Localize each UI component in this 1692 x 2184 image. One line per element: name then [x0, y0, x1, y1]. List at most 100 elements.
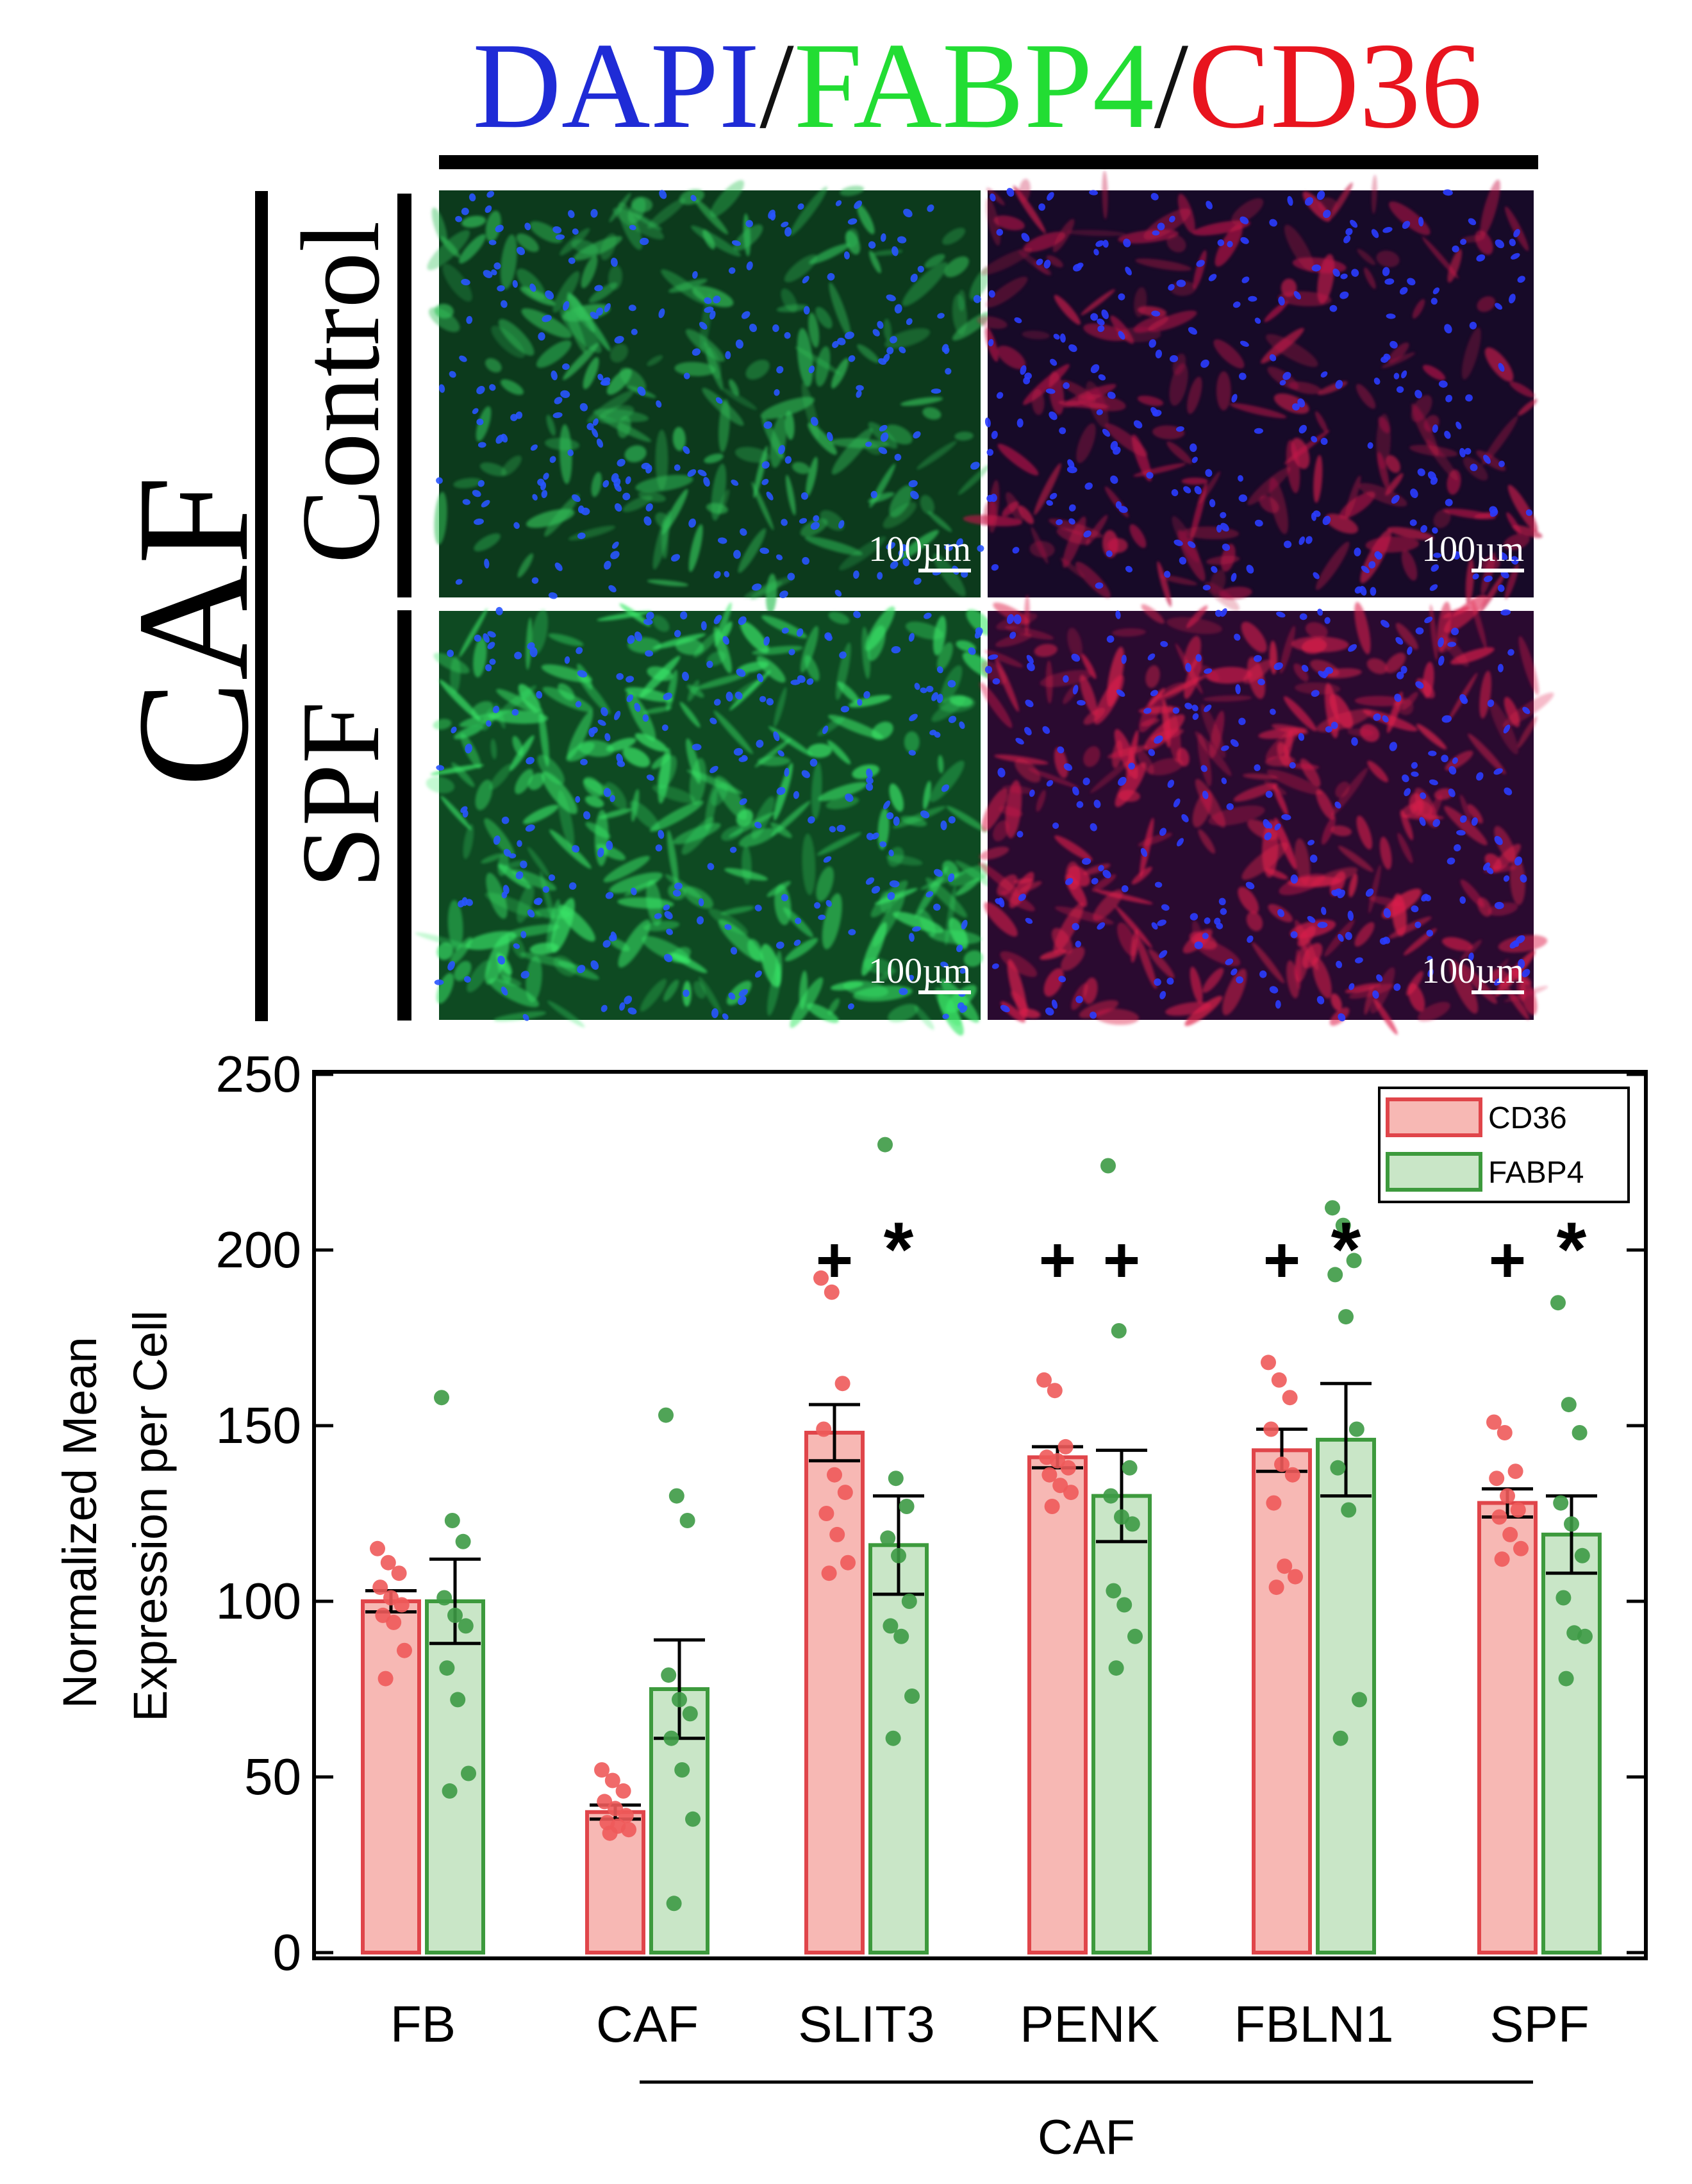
cell-body — [1213, 339, 1245, 369]
cell-body — [709, 180, 745, 217]
data-point — [672, 1692, 687, 1708]
nucleus — [1520, 874, 1527, 883]
nucleus — [957, 1002, 965, 1010]
nucleus — [436, 765, 445, 771]
nucleus — [810, 522, 820, 530]
cell-body — [1412, 800, 1433, 817]
nucleus — [948, 816, 956, 824]
cell-body — [517, 553, 534, 578]
nucleus — [606, 840, 613, 851]
cell-body — [643, 921, 680, 931]
nucleus — [991, 963, 999, 969]
data-point — [888, 1471, 904, 1487]
nucleus — [1202, 585, 1211, 591]
nucleus — [942, 1013, 949, 1019]
nucleus — [856, 390, 862, 398]
x-tick-label: FBLN1 — [1234, 1996, 1394, 2053]
cell-body — [786, 474, 796, 515]
nucleus — [466, 315, 473, 324]
nucleus — [645, 650, 654, 657]
cell-body — [1209, 569, 1226, 595]
cell-body — [1385, 472, 1404, 496]
cell-body — [1166, 234, 1186, 253]
title-underline — [439, 155, 1538, 169]
cell-body — [839, 536, 886, 571]
nucleus — [772, 324, 779, 332]
cell-body — [992, 820, 1009, 842]
nucleus — [1202, 933, 1209, 940]
nucleus — [997, 767, 1006, 778]
cell-body — [571, 239, 599, 255]
nucleus — [613, 710, 621, 721]
nucleus — [1066, 466, 1077, 474]
cell-body — [889, 783, 904, 812]
nucleus — [1445, 499, 1453, 506]
nucleus — [1161, 904, 1170, 911]
cell-body — [667, 829, 679, 886]
cell-body — [476, 406, 492, 442]
nucleus — [1399, 287, 1408, 295]
row-bar-control — [397, 194, 411, 597]
nucleus — [756, 739, 764, 748]
nucleus — [870, 490, 877, 499]
data-point — [1122, 1460, 1138, 1476]
cell-body — [1331, 825, 1352, 837]
cell-body — [1184, 996, 1223, 1026]
cell-body — [1517, 716, 1538, 749]
cell-body — [617, 897, 674, 909]
nucleus — [802, 276, 809, 284]
bar-fabp4-spf — [1541, 1532, 1602, 1955]
cell-body — [922, 407, 941, 420]
nucleus — [1331, 721, 1338, 729]
nucleus — [1343, 235, 1351, 244]
nucleus — [522, 1013, 529, 1021]
nucleus — [1309, 854, 1318, 863]
nuclei — [984, 608, 1530, 1022]
nucleus — [829, 826, 836, 833]
data-point — [1277, 1558, 1293, 1574]
cell-body — [1331, 993, 1342, 1011]
nucleus — [1311, 512, 1316, 521]
cell-body — [1233, 783, 1278, 802]
nucleus — [497, 285, 505, 292]
cell-body — [1177, 529, 1206, 581]
nucleus — [1448, 766, 1457, 775]
nucleus — [1307, 915, 1316, 923]
nucleus — [447, 961, 455, 971]
nucleus — [687, 469, 697, 477]
cell-body — [1447, 249, 1462, 283]
stain-title-sep2: / — [1154, 17, 1189, 154]
nucleus — [1334, 801, 1341, 809]
cell-body — [619, 367, 646, 392]
nucleus — [1452, 245, 1459, 253]
cell-body — [577, 305, 611, 351]
nucleus — [909, 713, 918, 722]
nucleus — [1157, 222, 1165, 231]
cell-body — [997, 346, 1026, 370]
data-point — [442, 1783, 458, 1799]
cell-body — [695, 672, 749, 690]
nucleus — [1522, 969, 1530, 978]
cell-body — [934, 987, 961, 1027]
data-point — [1558, 1671, 1574, 1687]
nucleus — [936, 666, 943, 674]
cell-body — [679, 701, 701, 728]
cell-body — [1238, 887, 1259, 914]
nucleus — [1072, 787, 1079, 796]
nucleus — [936, 694, 943, 703]
nucleus — [1121, 885, 1129, 892]
cell-body — [1294, 838, 1311, 885]
cell-body — [865, 606, 895, 651]
nucleus — [825, 899, 832, 907]
nucleus — [1151, 310, 1161, 317]
nucleus — [813, 515, 820, 522]
cell-body — [661, 488, 688, 535]
nucleus — [724, 924, 732, 930]
cell-body — [1242, 773, 1279, 780]
nucleus — [1257, 678, 1265, 686]
cell-body — [804, 655, 820, 681]
cell-body — [718, 399, 730, 453]
cell-body — [625, 687, 673, 703]
cell-body — [1186, 605, 1208, 628]
nucleus — [1168, 283, 1175, 291]
